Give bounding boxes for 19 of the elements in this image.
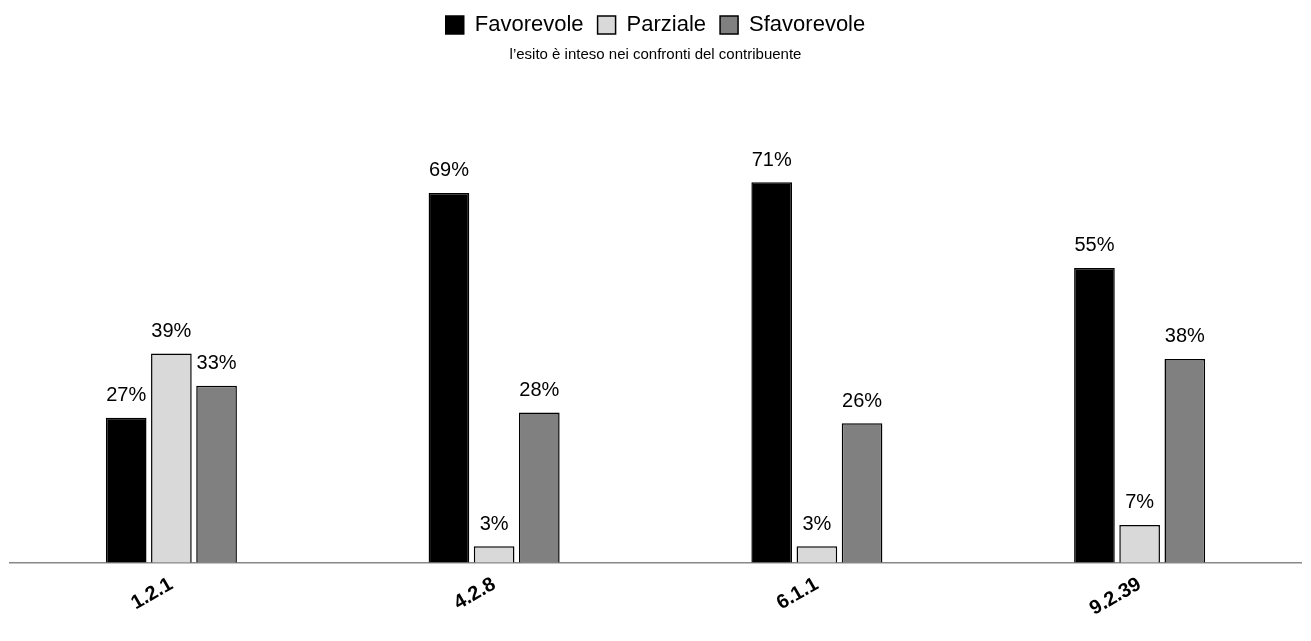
data-label: 3% [802,511,832,534]
data-label: 71% [751,147,792,170]
data-label: 38% [1164,324,1206,347]
legend-label: Parziale [626,11,707,37]
x-tick-label: 4.2.8 [449,571,499,614]
data-label: 3% [479,511,509,534]
legend-label: Sfavorevole [749,11,866,37]
data-label: 28% [519,377,560,400]
x-tick-label: 1.2.1 [126,571,177,614]
data-label: 27% [106,383,147,406]
data-label: 39% [151,319,192,342]
data-label: 7% [1125,490,1155,513]
x-tick-label: 6.1.1 [772,571,822,614]
chart-subtitle: l’esito è inteso nei confronti del contribuente [509,45,802,63]
data-label: 26% [842,388,883,411]
data-label: 69% [428,158,470,181]
data-label: 33% [196,351,237,374]
legend-label: Favorevole [474,11,584,37]
data-label: 55% [1074,233,1115,256]
